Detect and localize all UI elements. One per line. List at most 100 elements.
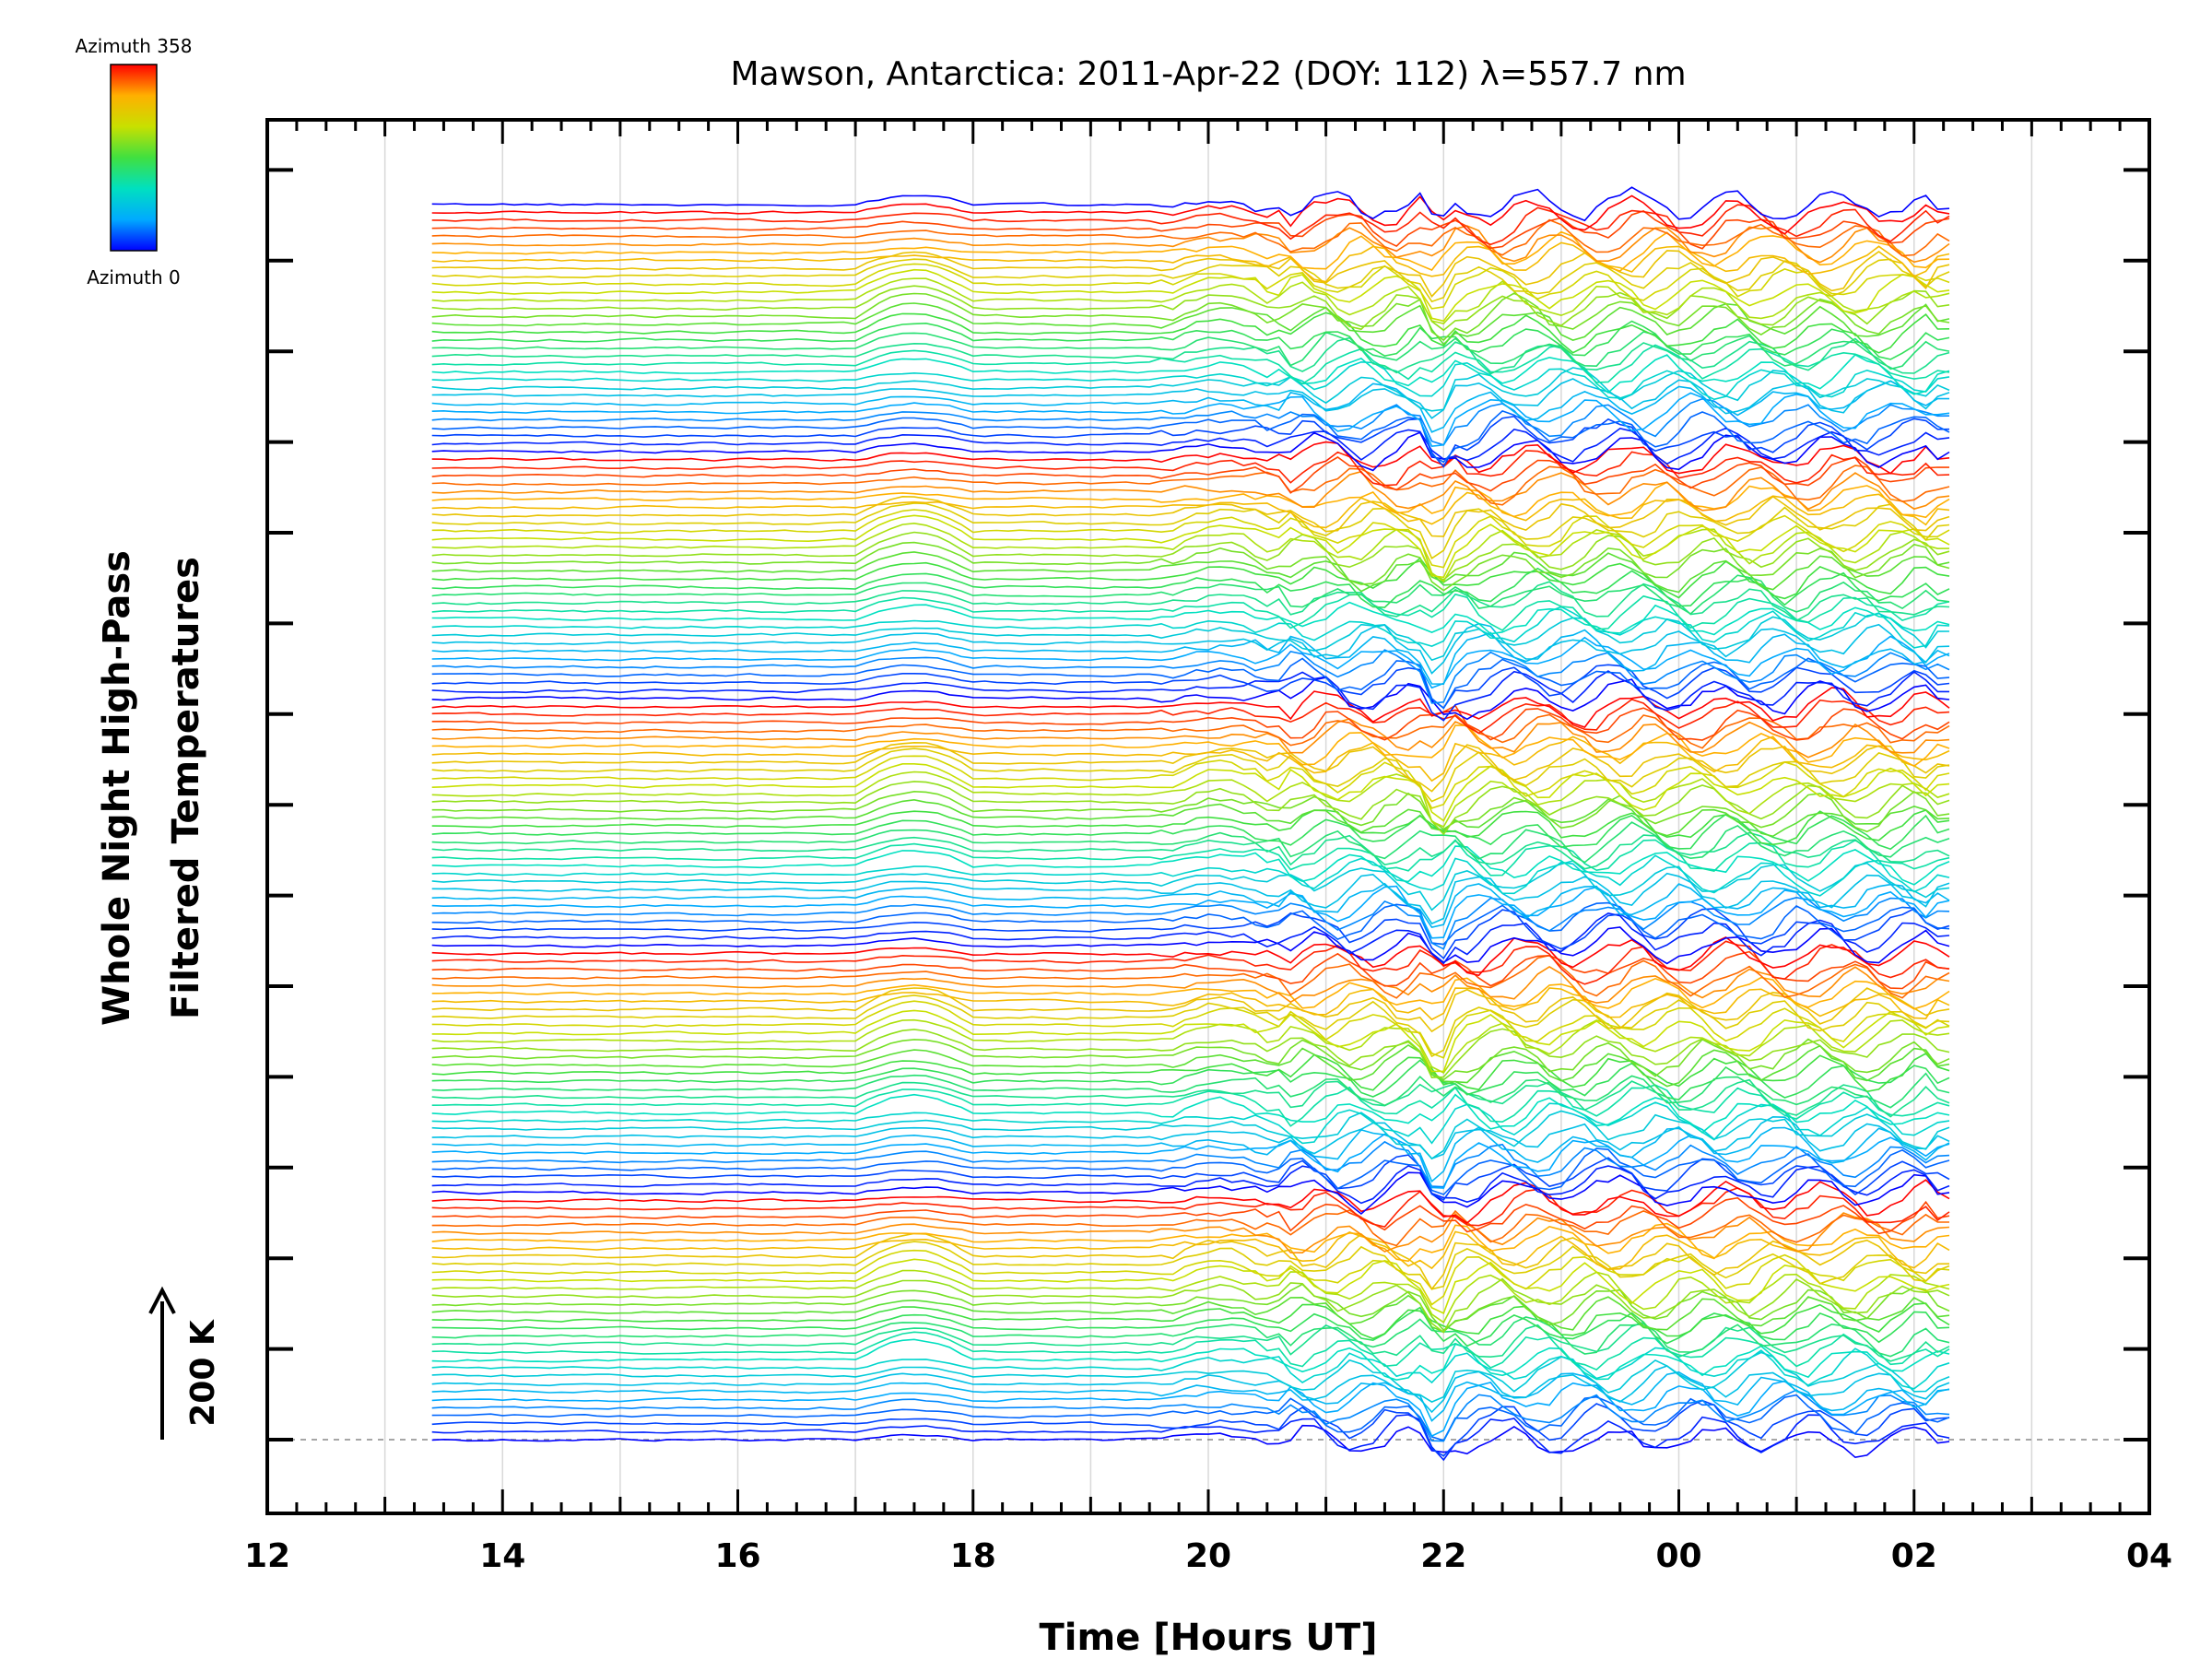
series-line [431,1154,1950,1201]
series-line [431,491,1950,529]
series-line [431,1110,1950,1160]
series-line [431,1338,1950,1382]
series-line [431,392,1950,448]
series-line [431,1316,1950,1358]
series-line [431,277,1950,324]
series-line [431,612,1950,662]
series-line [431,677,1950,721]
series-line [431,1052,1950,1093]
series-line [431,1018,1950,1075]
series-line [431,1038,1950,1081]
series-line [431,704,1950,741]
colorbar [110,64,158,252]
series-line [431,1222,1950,1263]
series-line [431,514,1950,579]
series-line [431,292,1950,342]
series-line [431,1209,1950,1247]
series-line [431,1380,1950,1438]
scale-bar-arrowhead [148,1286,176,1314]
series-line [431,378,1950,419]
series-line [431,735,1950,782]
series-line [431,285,1950,332]
series-line [431,1171,1950,1216]
series-line [431,976,1950,1010]
series-line [431,907,1950,960]
series-line [431,629,1950,686]
series-line [431,1196,1950,1235]
series-line [431,755,1950,809]
series-line [431,790,1950,833]
series-line [431,635,1950,689]
series-line [431,1179,1950,1224]
series-line [431,1414,1950,1462]
series-line [431,312,1950,354]
series-line [431,557,1950,600]
series-line [431,687,1950,728]
series-line [431,798,1950,838]
series-line [431,1294,1950,1333]
series-line [431,724,1950,768]
series-line [431,551,1950,594]
series-line [431,1241,1950,1290]
series-line [431,268,1950,323]
series-line [431,574,1950,615]
series-line [431,567,1950,608]
series-line [431,771,1950,829]
series-line [431,1232,1950,1291]
scale-bar: 200 K [148,1286,222,1440]
series-line [431,896,1950,950]
series-line [431,1371,1950,1422]
series-line [431,1059,1950,1100]
series-line [431,431,1950,472]
series-line [431,718,1950,759]
series-line [431,1078,1950,1118]
series-line [431,1302,1950,1340]
series-line [431,1028,1950,1079]
x-tick-label: 00 [1655,1537,1701,1575]
series-line [431,360,1950,401]
series-line [431,1283,1950,1332]
series-line [431,901,1950,946]
series-line [431,813,1950,851]
series-line [431,522,1950,582]
series-line [431,954,1950,999]
series-line [431,664,1950,710]
x-tick-label: 16 [714,1537,760,1575]
series-line [431,763,1950,822]
series-line [431,427,1950,465]
series-line [431,509,1950,569]
series-line [431,336,1950,375]
series-line [431,470,1950,512]
series-line [431,218,1950,257]
series-line [431,194,1950,235]
x-tick-label: 04 [2126,1537,2172,1575]
series-line [431,839,1950,877]
series-line [431,872,1950,925]
series-line [431,441,1950,475]
series-line [431,1165,1950,1205]
series-line [431,263,1950,310]
series-line [431,186,1950,222]
x-tick-label: 20 [1185,1537,1231,1575]
series-line [431,861,1950,912]
series-line [431,1072,1950,1109]
series-line [431,1365,1950,1414]
series-line [431,699,1950,735]
series-line [431,241,1950,283]
series-line [431,940,1950,985]
series-line [431,250,1950,298]
series-line [431,747,1950,803]
colorbar-bottom-label: Azimuth 0 [87,266,181,288]
series-line [431,845,1950,886]
x-tick-label: 02 [1891,1537,1937,1575]
series-line [431,1212,1950,1254]
series-line [431,950,1950,990]
series-line [431,344,1950,385]
series-line [431,606,1950,649]
series-line [431,353,1950,395]
x-tick-labels: 12 14 16 18 20 22 00 02 04 [244,1537,2172,1575]
series-line [431,1147,1950,1195]
series-line [431,531,1950,582]
series-line [431,912,1950,965]
